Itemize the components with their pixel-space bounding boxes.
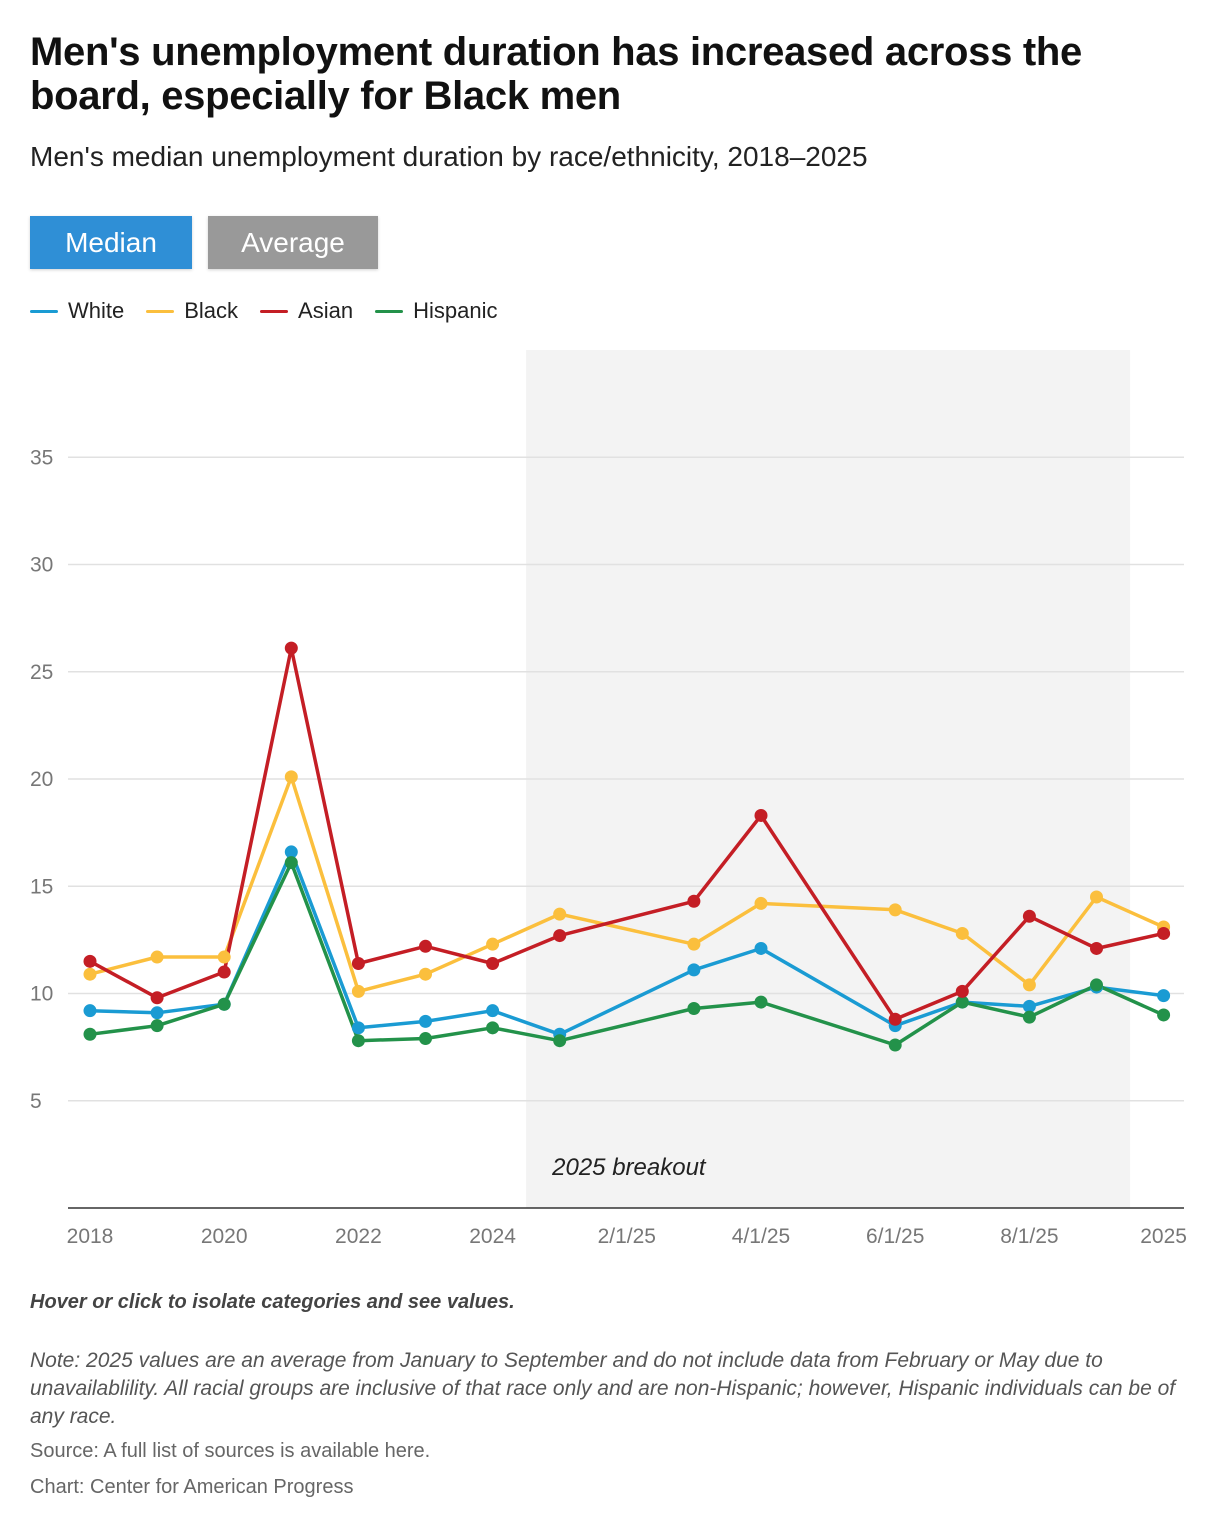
x-tick-label: 2020 (201, 1225, 248, 1248)
x-tick-label: 2022 (335, 1225, 382, 1248)
data-point-black (888, 903, 902, 917)
data-point-asian (486, 956, 500, 970)
data-point-white (150, 1006, 164, 1020)
data-point-hispanic (955, 995, 969, 1009)
y-tick-label: 35 (30, 446, 53, 469)
y-tick-label: 5 (30, 1090, 42, 1113)
breakout-label: 2025 breakout (551, 1154, 707, 1181)
data-point-black (687, 937, 701, 951)
data-point-hispanic (1157, 1008, 1171, 1022)
data-point-hispanic (486, 1021, 500, 1035)
data-point-hispanic (553, 1034, 567, 1048)
data-point-asian (888, 1012, 902, 1026)
data-point-asian (351, 956, 365, 970)
data-point-asian (419, 939, 432, 953)
legend-swatch-black (146, 309, 175, 313)
data-point-black (150, 950, 164, 964)
data-point-hispanic (687, 1002, 701, 1016)
data-point-white (419, 1014, 432, 1028)
data-point-asian (1090, 941, 1103, 955)
x-tick-label: 4/1/25 (732, 1225, 790, 1248)
legend-item-hispanic[interactable]: Hispanic (375, 298, 497, 324)
x-tick-label: 8/1/25 (1000, 1225, 1058, 1248)
data-point-black (754, 896, 768, 910)
data-point-black (1022, 978, 1036, 992)
y-tick-label: 15 (30, 875, 53, 898)
data-point-asian (217, 965, 231, 979)
data-point-hispanic (150, 1019, 164, 1033)
data-point-hispanic (1090, 978, 1103, 992)
y-tick-label: 25 (30, 661, 53, 684)
chart-note: Note: 2025 values are an average from Ja… (30, 1349, 1176, 1428)
data-point-hispanic (284, 856, 298, 870)
data-point-white (284, 845, 298, 859)
data-point-hispanic (888, 1038, 902, 1052)
data-point-hispanic (1022, 1010, 1036, 1024)
data-point-black (955, 926, 969, 940)
data-point-white (83, 1004, 97, 1018)
data-point-white (1022, 999, 1036, 1013)
data-point-white (754, 941, 768, 955)
x-tick-label: 2025 (1140, 1225, 1187, 1248)
legend-label-white: White (68, 298, 125, 323)
data-point-white (351, 1021, 365, 1035)
source-line[interactable]: Source: A full list of sources is availa… (30, 1440, 431, 1462)
data-point-black (351, 984, 365, 998)
data-point-hispanic (351, 1034, 365, 1048)
x-tick-label: 6/1/25 (866, 1225, 924, 1248)
y-tick-label: 30 (30, 554, 53, 577)
legend: White Black Asian Hispanic (30, 298, 497, 324)
y-tick-label: 10 (30, 983, 53, 1006)
data-point-white (687, 963, 701, 977)
data-point-black (217, 950, 231, 964)
data-point-asian (150, 991, 164, 1005)
data-point-asian (1022, 909, 1036, 923)
x-tick-label: 2018 (67, 1225, 114, 1248)
legend-swatch-hispanic (375, 309, 404, 313)
data-point-hispanic (754, 995, 768, 1009)
data-point-black (284, 770, 298, 784)
chart-title: Men's unemployment duration has increase… (30, 30, 1082, 118)
data-point-hispanic (83, 1027, 97, 1041)
tab-median[interactable]: Median (30, 216, 192, 269)
legend-item-asian[interactable]: Asian (260, 298, 353, 324)
interaction-hint: Hover or click to isolate categories and… (30, 1291, 515, 1313)
legend-label-black: Black (184, 298, 239, 323)
data-point-asian (83, 954, 97, 968)
data-point-white (486, 1004, 500, 1018)
data-point-black (419, 967, 432, 981)
data-point-asian (754, 808, 768, 822)
chart-credit: Chart: Center for American Progress (30, 1476, 354, 1498)
data-point-asian (1157, 926, 1171, 940)
data-point-black (1090, 890, 1103, 904)
data-point-asian (553, 929, 567, 943)
data-point-hispanic (419, 1032, 432, 1046)
chart-subtitle: Men's median unemployment duration by ra… (30, 141, 868, 172)
data-point-white (1157, 989, 1171, 1003)
metric-tabs: Median Average (30, 216, 378, 269)
data-point-black (553, 907, 567, 921)
legend-swatch-asian (260, 309, 289, 313)
legend-swatch-white (30, 309, 58, 313)
x-tick-label: 2024 (469, 1225, 516, 1248)
y-tick-label: 20 (30, 768, 53, 791)
legend-label-hispanic: Hispanic (413, 298, 498, 323)
x-tick-label: 2/1/25 (598, 1225, 656, 1248)
legend-label-asian: Asian (298, 298, 354, 323)
data-point-black (83, 967, 97, 981)
data-point-asian (284, 641, 298, 655)
data-point-black (486, 937, 500, 951)
tab-average[interactable]: Average (208, 216, 378, 269)
data-point-asian (687, 894, 701, 908)
data-point-hispanic (217, 997, 231, 1011)
legend-item-black[interactable]: Black (146, 298, 238, 324)
data-point-asian (955, 984, 969, 998)
legend-item-white[interactable]: White (30, 298, 124, 324)
